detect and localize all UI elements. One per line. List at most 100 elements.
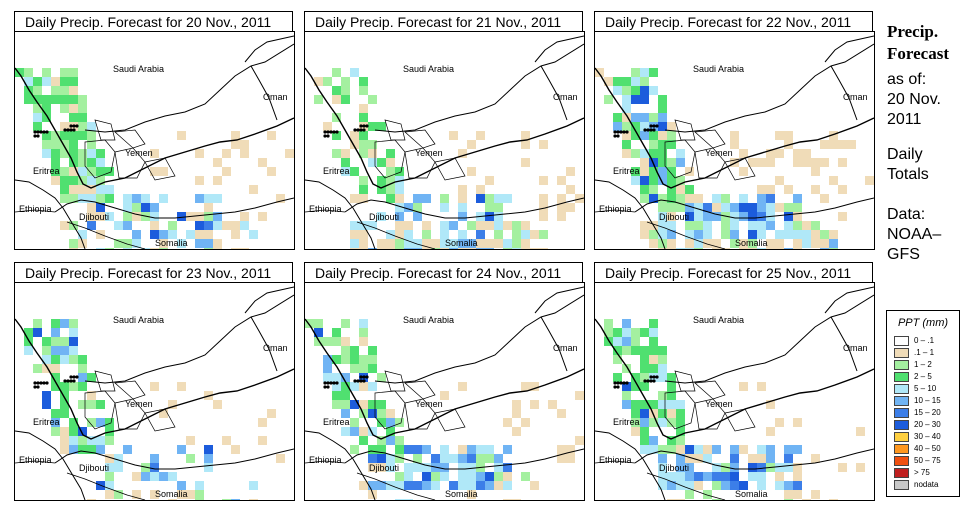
- saudi-border: [664, 43, 874, 133]
- precip-cell: [757, 194, 766, 203]
- precip-cell: [177, 382, 186, 391]
- precip-cell: [69, 248, 78, 249]
- precip-cell: [159, 248, 168, 249]
- precip-cell: [604, 328, 613, 337]
- ethiopia-border: [595, 460, 726, 500]
- precip-cell: [132, 194, 141, 203]
- precip-cell: [658, 400, 667, 409]
- precip-cell: [784, 463, 793, 472]
- horn-coastline: [344, 448, 584, 470]
- panel-title: Daily Precip. Forecast for 25 Nov., 2011: [594, 262, 873, 284]
- precip-cell: [721, 203, 730, 212]
- saudi-label: Saudi Arabia: [113, 64, 165, 74]
- precip-cell: [386, 239, 395, 248]
- island: [625, 130, 629, 134]
- precip-cell: [96, 203, 105, 212]
- precip-cell: [458, 194, 467, 203]
- precip-cell: [739, 194, 748, 203]
- precip-cell: [485, 248, 494, 249]
- precip-cell: [631, 113, 640, 122]
- precip-cell: [730, 239, 739, 248]
- precip-cell: [368, 221, 377, 230]
- precip-cell: [359, 140, 368, 149]
- precip-cell: [530, 382, 539, 391]
- precip-cell: [377, 185, 386, 194]
- precip-cell: [132, 230, 141, 239]
- precip-cell: [703, 445, 712, 454]
- precip-cell: [51, 409, 60, 418]
- precip-cell: [177, 131, 186, 140]
- precip-cell: [539, 248, 548, 249]
- precip-cell: [240, 212, 249, 221]
- precip-cell: [622, 328, 631, 337]
- precip-cell: [213, 400, 222, 409]
- ethiopia-label: Ethiopia: [19, 204, 52, 214]
- precip-cell: [658, 445, 667, 454]
- precip-cell: [557, 409, 566, 418]
- precip-cell: [87, 131, 96, 140]
- island: [69, 128, 73, 132]
- precip-cell: [177, 239, 186, 248]
- precip-cell: [78, 113, 87, 122]
- precip-cell: [60, 185, 69, 194]
- precip-cell: [640, 409, 649, 418]
- precip-cell: [350, 427, 359, 436]
- precip-cell: [802, 149, 811, 158]
- precip-cell: [386, 248, 395, 249]
- precip-cell: [539, 230, 548, 239]
- precip-cell: [521, 131, 530, 140]
- precip-cell: [368, 400, 377, 409]
- precip-cell: [332, 373, 341, 382]
- precip-cell: [42, 95, 51, 104]
- precip-cell: [386, 409, 395, 418]
- legend-title: PPT (mm): [897, 317, 949, 329]
- precip-cell: [359, 337, 368, 346]
- precip-cell: [667, 122, 676, 131]
- oman-border: [250, 65, 278, 121]
- precip-cell: [33, 122, 42, 131]
- precip-cell: [658, 472, 667, 481]
- precip-cell: [359, 355, 368, 364]
- island: [619, 130, 623, 134]
- precip-cell: [431, 248, 440, 249]
- precip-cell: [440, 472, 449, 481]
- precip-cell: [739, 248, 748, 249]
- precip-cell: [856, 427, 865, 436]
- precip-cell: [42, 104, 51, 113]
- precip-cell: [350, 445, 359, 454]
- precip-cell: [658, 373, 667, 382]
- precip-cell: [658, 140, 667, 149]
- precip-cell: [838, 185, 847, 194]
- precip-cell: [60, 382, 69, 391]
- island: [613, 385, 617, 389]
- precip-cell: [703, 472, 712, 481]
- precip-cell: [341, 373, 350, 382]
- precip-cell: [267, 409, 276, 418]
- precip-cell: [78, 364, 87, 373]
- precip-cell: [640, 445, 649, 454]
- precip-cell: [368, 454, 377, 463]
- precip-grid: [15, 286, 294, 500]
- legend-swatch: [894, 420, 909, 430]
- precip-cell: [350, 400, 359, 409]
- precip-cell: [503, 445, 512, 454]
- precip-cell: [476, 481, 485, 490]
- precip-cell: [404, 445, 413, 454]
- saudi-border: [374, 294, 584, 384]
- precip-grid: [15, 35, 294, 249]
- precip-cell: [395, 194, 404, 203]
- legend-swatch: [894, 360, 909, 370]
- somalia-label: Somalia: [445, 238, 478, 248]
- precip-cell: [604, 95, 613, 104]
- panel-title: Daily Precip. Forecast for 23 Nov., 2011: [14, 262, 293, 284]
- precip-cell: [350, 194, 359, 203]
- precip-cell: [42, 364, 51, 373]
- precip-cell: [467, 472, 476, 481]
- legend-swatch: [894, 348, 909, 358]
- oman-coastline: [824, 286, 874, 314]
- precip-cell: [422, 239, 431, 248]
- precip-cell: [78, 355, 87, 364]
- saudi-label: Saudi Arabia: [693, 64, 745, 74]
- precip-cell: [640, 373, 649, 382]
- precip-cell: [757, 382, 766, 391]
